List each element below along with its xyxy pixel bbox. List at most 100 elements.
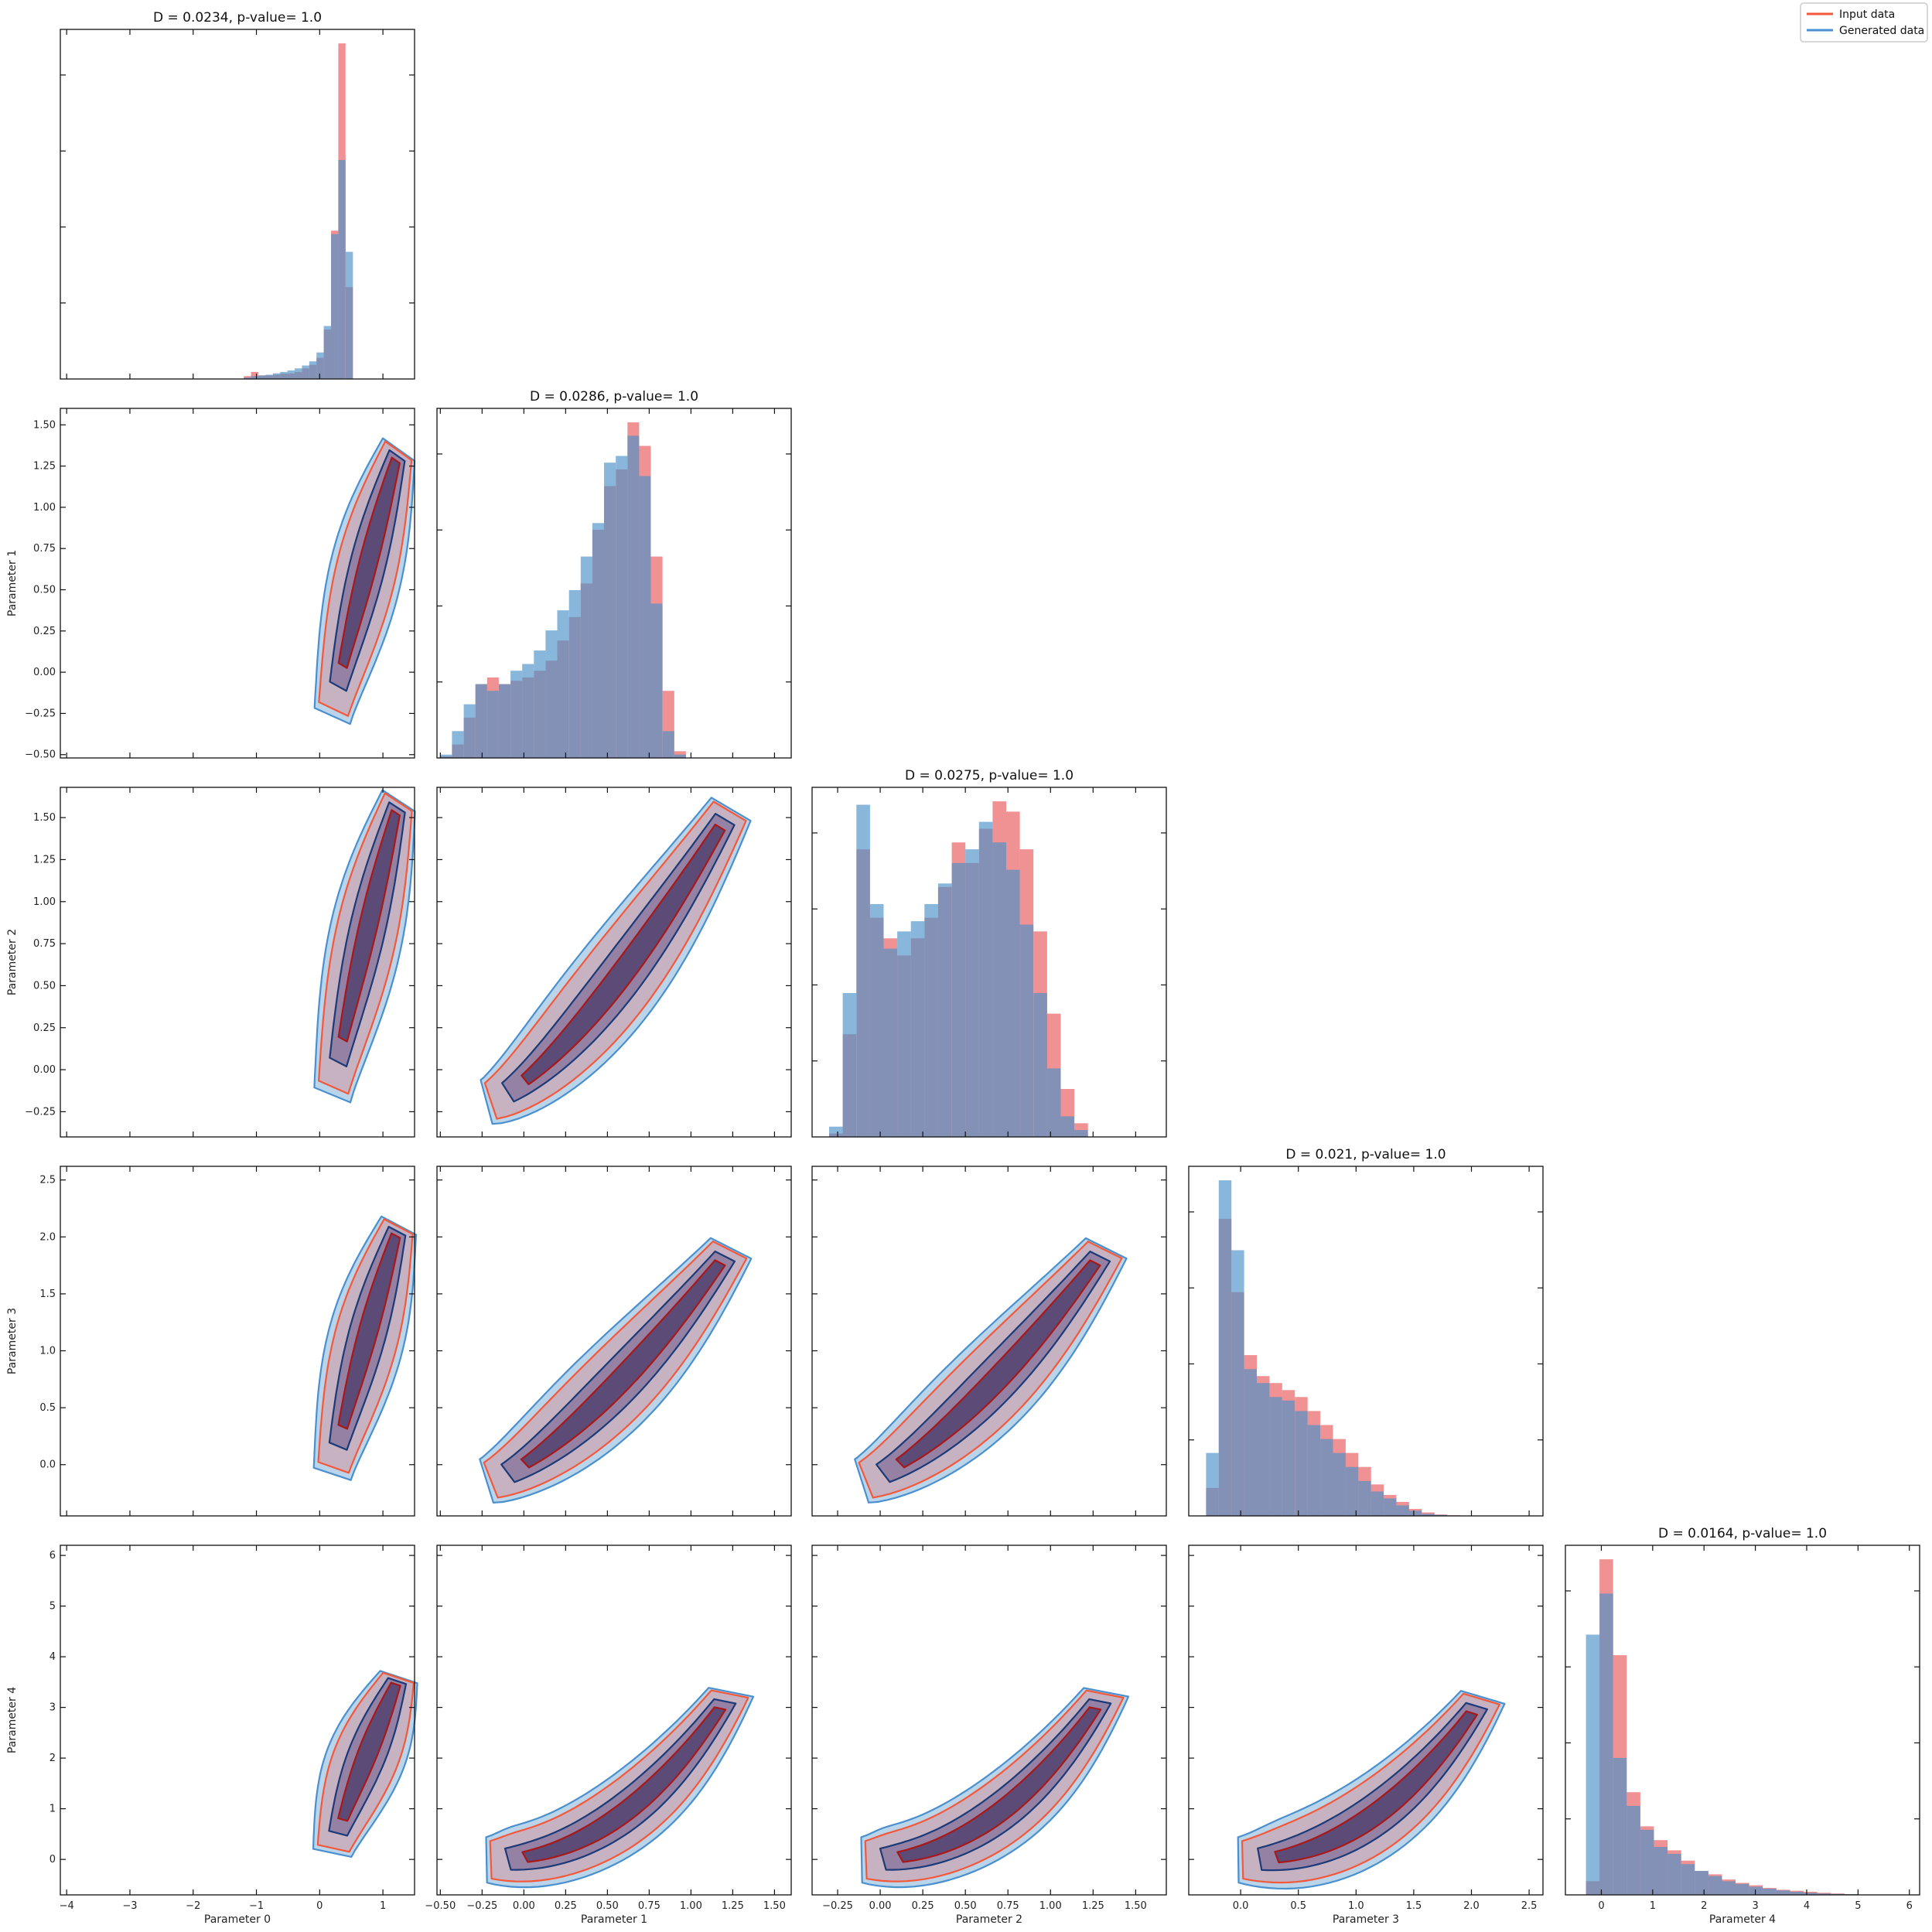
histogram-bar-generated bbox=[951, 862, 966, 1137]
y-tick-label: 0.00 bbox=[33, 667, 56, 678]
histogram-bar-generated bbox=[897, 931, 911, 1137]
histogram-bar-generated bbox=[580, 556, 592, 758]
x-tick-label: 0.50 bbox=[596, 1900, 619, 1912]
histogram-bar-generated bbox=[1613, 1757, 1627, 1895]
y-axis-label: Parameter 1 bbox=[6, 550, 19, 616]
x-tick-label: 3 bbox=[1752, 1900, 1758, 1912]
histogram-bar-input bbox=[251, 371, 258, 379]
histogram-bar-generated bbox=[1640, 1829, 1654, 1895]
histogram-bar-generated bbox=[251, 376, 258, 379]
histogram-bar-generated bbox=[345, 251, 353, 379]
panel-3-2 bbox=[811, 1166, 1167, 1517]
histogram-bar-generated bbox=[978, 821, 993, 1137]
panel-3-3: D = 0.021, p-value= 1.0 bbox=[1188, 1147, 1544, 1517]
histogram-bar-generated bbox=[1749, 1886, 1763, 1895]
histogram-bar-generated bbox=[265, 374, 273, 379]
histogram-bar-generated bbox=[965, 849, 979, 1137]
panel-2-1 bbox=[436, 787, 792, 1138]
x-tick-label: 1.00 bbox=[680, 1900, 702, 1912]
histogram-bar-generated bbox=[1033, 993, 1047, 1137]
histogram-bar-generated bbox=[639, 476, 651, 758]
histogram-bar-generated bbox=[331, 234, 339, 379]
panel-frame bbox=[811, 787, 1167, 1138]
panel-frame bbox=[60, 787, 415, 1138]
x-tick-label: 0.0 bbox=[1233, 1900, 1249, 1912]
histogram-bar-generated bbox=[244, 377, 251, 379]
legend-label-generated: Generated data bbox=[1839, 25, 1924, 37]
histogram-bar-generated bbox=[545, 630, 558, 758]
histogram-bar-generated bbox=[1295, 1411, 1308, 1516]
y-tick-label: −0.50 bbox=[25, 749, 56, 761]
histogram-bar-generated bbox=[1006, 869, 1020, 1137]
histogram-bar-generated bbox=[829, 1126, 843, 1137]
x-tick-label: −3 bbox=[122, 1900, 137, 1912]
histogram-bar-generated bbox=[1776, 1890, 1790, 1895]
histogram-bar-generated bbox=[616, 456, 628, 758]
contour-level-3 bbox=[337, 456, 401, 669]
x-tick-label: 1.25 bbox=[722, 1900, 744, 1912]
panel-4-1: −0.50 −0.25 0.00 0.25 0.50 0.75 1.00 1.25 1.50 Pa… bbox=[425, 1545, 792, 1926]
histogram-bar-generated bbox=[272, 373, 281, 379]
x-tick-label: 0.25 bbox=[912, 1900, 934, 1912]
histogram-bar-generated bbox=[1586, 1634, 1600, 1895]
x-tick-label: 0 bbox=[1598, 1900, 1604, 1912]
histogram-bar-generated bbox=[1422, 1514, 1435, 1516]
contour-level-3 bbox=[337, 1681, 401, 1822]
x-tick-label: 0.00 bbox=[869, 1900, 892, 1912]
histogram-bar-generated bbox=[592, 523, 604, 758]
histogram-bar-generated bbox=[937, 883, 952, 1137]
histogram-bar-generated bbox=[1218, 1180, 1232, 1516]
y-tick-label: 1.5 bbox=[39, 1289, 56, 1300]
x-tick-label: 1.0 bbox=[1348, 1900, 1364, 1912]
histogram-bar-generated bbox=[510, 671, 523, 758]
x-tick-label: 1.5 bbox=[1406, 1900, 1422, 1912]
histogram-bar-generated bbox=[1667, 1853, 1681, 1895]
panel-frame bbox=[811, 1545, 1167, 1896]
histogram-bar-generated bbox=[258, 375, 266, 379]
x-axis-label: Parameter 2 bbox=[956, 1913, 1022, 1926]
histogram-bar-generated bbox=[1790, 1892, 1804, 1895]
histogram-bar-generated bbox=[924, 903, 938, 1137]
panel-4-3: 0.0 0.5 1.0 1.5 2.0 2.5 Parameter 3 bbox=[1188, 1545, 1544, 1926]
y-tick-label: 1.50 bbox=[33, 812, 56, 824]
y-tick-label: −0.25 bbox=[25, 708, 56, 719]
x-tick-label: 1.50 bbox=[763, 1900, 786, 1912]
y-tick-label: 0.75 bbox=[33, 543, 56, 555]
histogram-bar-generated bbox=[1307, 1425, 1321, 1516]
histogram-bar-generated bbox=[323, 326, 331, 379]
panel-1-0: −0.50 −0.25 0.00 0.25 0.50 0.75 1.00 1.25 1.50 Pa… bbox=[6, 408, 416, 761]
y-tick-label: 0.00 bbox=[33, 1064, 56, 1076]
x-tick-label: −1 bbox=[249, 1900, 264, 1912]
histogram-bar-generated bbox=[309, 361, 317, 379]
histogram-bar-generated bbox=[1257, 1383, 1270, 1516]
x-tick-label: 0 bbox=[316, 1900, 323, 1912]
histogram-bar-generated bbox=[842, 993, 857, 1137]
y-tick-label: 2.0 bbox=[39, 1231, 56, 1243]
histogram-bar-generated bbox=[1408, 1510, 1422, 1516]
histogram-bar-generated bbox=[486, 691, 499, 758]
x-tick-label: −0.25 bbox=[466, 1900, 497, 1912]
x-tick-label: 0.5 bbox=[1290, 1900, 1306, 1912]
panel-4-2: −0.25 0.00 0.25 0.50 0.75 1.00 1.25 1.50 Paramet… bbox=[811, 1545, 1167, 1926]
histogram-bar-generated bbox=[1320, 1439, 1333, 1516]
histogram-bar-generated bbox=[856, 804, 870, 1137]
x-axis-label: Parameter 1 bbox=[581, 1913, 647, 1926]
x-tick-label: 1.50 bbox=[1125, 1900, 1147, 1912]
contour-level-3 bbox=[1274, 1710, 1478, 1864]
y-tick-label: 4 bbox=[49, 1651, 56, 1663]
y-tick-label: 0.25 bbox=[33, 626, 56, 637]
histogram-bar-generated bbox=[1599, 1593, 1613, 1895]
x-axis-label: Parameter 4 bbox=[1709, 1913, 1776, 1926]
x-tick-label: 1 bbox=[380, 1900, 386, 1912]
histogram-bar-generated bbox=[557, 610, 569, 758]
contour-level-2 bbox=[1257, 1702, 1488, 1872]
panel-frame bbox=[436, 1166, 792, 1517]
x-axis-label: Parameter 3 bbox=[1333, 1913, 1399, 1926]
panel-1-1: D = 0.0286, p-value= 1.0 bbox=[436, 389, 792, 759]
histogram-bar-generated bbox=[883, 948, 898, 1137]
y-tick-label: 0.25 bbox=[33, 1022, 56, 1034]
histogram-bar-generated bbox=[1074, 1130, 1088, 1137]
histogram-bar-generated bbox=[992, 842, 1006, 1137]
contour-level-3 bbox=[337, 809, 401, 1043]
